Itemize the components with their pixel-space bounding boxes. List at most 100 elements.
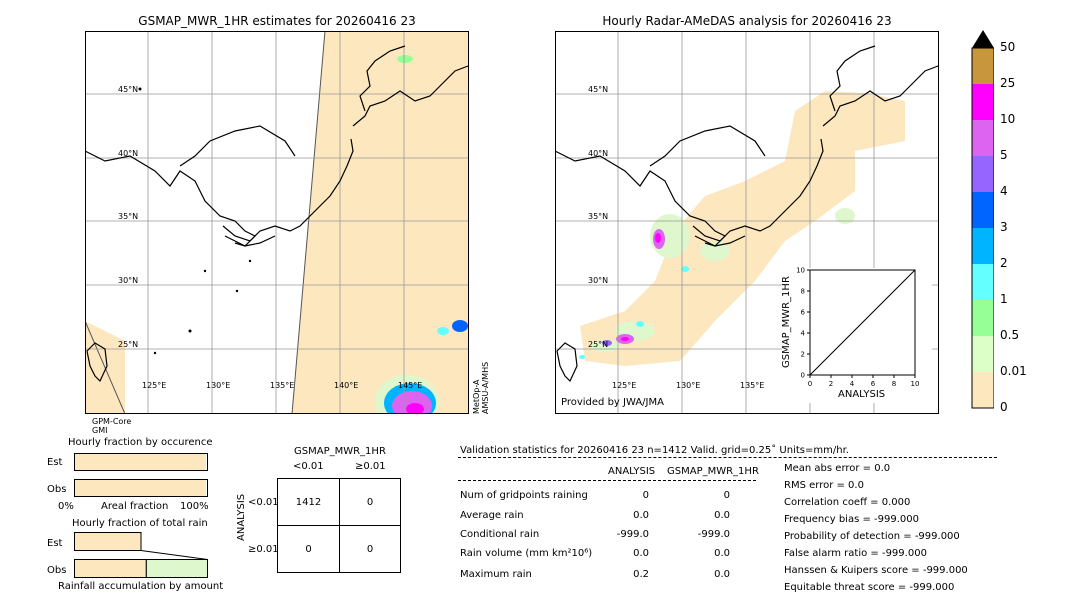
- sensor-bottom-label: GPM-Core GMI: [92, 417, 132, 435]
- lon-label: 130°E: [676, 381, 701, 390]
- stat-gsmap: 0.0: [714, 569, 730, 580]
- contingency-cell: 1412: [295, 497, 322, 508]
- colorbar-segment: [972, 156, 994, 192]
- contingency-row-axis: ANALYSIS: [236, 493, 247, 541]
- lat-label: 45°N: [118, 85, 139, 94]
- colorbar-label: 0.01: [1000, 364, 1027, 378]
- scatter-ytick-label: 0: [801, 372, 805, 380]
- colorbar-segment: [972, 192, 994, 228]
- lon-label: 125°E: [142, 381, 167, 390]
- occurrence-est-label: Est: [47, 457, 63, 468]
- colorbar-label: 10: [1000, 112, 1016, 126]
- contingency-title: GSMAP_MWR_1HR: [294, 446, 386, 457]
- lat-label: 35°N: [588, 212, 609, 221]
- contingency-cell: 0: [366, 497, 374, 508]
- scatter-xtick-label: 6: [871, 380, 876, 388]
- scatter-xlabel: ANALYSIS: [838, 389, 886, 400]
- credit-label: Provided by JWA/JMA: [561, 397, 664, 408]
- total-rain-chart: [74, 532, 208, 578]
- stat-label: Conditional rain: [460, 529, 540, 540]
- contingency-col-header: ≥0.01: [355, 461, 386, 472]
- colorbar-segment: [972, 48, 994, 84]
- stat-analysis: 0.0: [633, 510, 649, 521]
- scatter-ytick-label: 4: [801, 330, 806, 338]
- colorbar-segment: [972, 120, 994, 156]
- stat-gsmap: 0: [723, 490, 730, 501]
- contingency-col-header: <0.01: [293, 461, 324, 472]
- lat-label: 40°N: [118, 149, 139, 158]
- occurrence-est-bar: [74, 453, 208, 471]
- header-divider: [458, 457, 997, 458]
- total-rain-xlabel: Rainfall accumulation by amount: [58, 581, 224, 592]
- stat-label: Num of gridpoints raining: [460, 490, 588, 501]
- total-obs-remainder: [145, 559, 208, 578]
- right-map: [555, 31, 939, 414]
- lon-label: 135°E: [270, 381, 295, 390]
- colorbar-overflow-triangle: [972, 30, 994, 48]
- stat-analysis: 0.0: [633, 548, 649, 559]
- lon-label: 125°E: [612, 381, 637, 390]
- scatter-xtick-label: 0: [808, 380, 812, 388]
- scatter-xtick-label: 8: [892, 380, 896, 388]
- stat-label: Average rain: [460, 510, 524, 521]
- score-line: RMS error = 0.0: [784, 480, 864, 491]
- scatter-ylabel: GSMAP_MWR_1HR: [781, 276, 792, 368]
- contingency-row-header: <0.01: [248, 497, 279, 508]
- scatter-ytick-label: 6: [801, 309, 806, 317]
- stat-label: Maximum rain: [460, 569, 532, 580]
- satellite-swath: [292, 31, 468, 414]
- colorbar-label: 25: [1000, 76, 1016, 90]
- scatter-xtick-label: 2: [829, 380, 833, 388]
- occurrence-obs-bar: [74, 479, 208, 497]
- occurrence-obs-fill: [75, 480, 206, 496]
- score-line: False alarm ratio = -999.000: [784, 548, 927, 559]
- lat-label: 25°N: [118, 340, 139, 349]
- col-analysis-header: ANALYSIS: [608, 466, 656, 477]
- rain-blob-core: [406, 403, 424, 414]
- lat-label: 40°N: [588, 149, 609, 158]
- scatter-xtick-label: 4: [850, 380, 855, 388]
- contingency-row-header: ≥0.01: [248, 544, 279, 555]
- lat-label: 45°N: [588, 85, 609, 94]
- grid-divider-h: [278, 525, 400, 526]
- scatter-ytick-label: 10: [796, 267, 805, 275]
- colorbar-label: 4: [1000, 184, 1008, 198]
- total-link-line: [140, 550, 208, 560]
- colorbar-label: 3: [1000, 220, 1008, 234]
- colorbar: [971, 30, 994, 409]
- lon-label: 130°E: [206, 381, 231, 390]
- score-line: Hanssen & Kuipers score = -999.000: [784, 565, 968, 576]
- lon-label: 135°E: [740, 381, 765, 390]
- lat-label: 30°N: [118, 276, 139, 285]
- colorbar-segment: [972, 228, 994, 264]
- colorbar-label: 2: [1000, 256, 1008, 270]
- col-gsmap-header: GSMAP_MWR_1HR: [667, 466, 759, 477]
- occurrence-title: Hourly fraction by occurence: [68, 437, 213, 448]
- score-line: Mean abs error = 0.0: [784, 463, 891, 474]
- colorbar-label: 5: [1000, 148, 1008, 162]
- stat-label: Rain volume (mm km²10⁶): [460, 548, 593, 559]
- occurrence-xlabel: Areal fraction: [101, 501, 169, 512]
- stat-analysis: 0: [642, 490, 649, 501]
- colorbar-segment: [972, 84, 994, 120]
- total-est-bar: [74, 532, 142, 551]
- left-map-title: GSMAP_MWR_1HR estimates for 20260416 23: [138, 14, 416, 28]
- contingency-cell: 0: [305, 544, 312, 555]
- colorbar-segment: [972, 372, 994, 408]
- stat-analysis: 0.2: [633, 569, 649, 580]
- colorbar-label: 0: [1000, 400, 1008, 414]
- rain-blob-small-2: [437, 327, 449, 335]
- sensor-right-label: MetOp-A AMSU-A/MHS: [472, 361, 490, 414]
- total-rain-title: Hourly fraction of total rain: [72, 518, 208, 529]
- lat-label: 25°N: [588, 340, 609, 349]
- score-line: Equitable threat score = -999.000: [784, 582, 955, 593]
- stat-gsmap: 0.0: [714, 510, 730, 521]
- occurrence-tick-100: 100%: [180, 501, 209, 512]
- contingency-cell: 0: [366, 544, 374, 555]
- score-line: Probability of detection = -999.000: [784, 531, 960, 542]
- scatter-ytick-label: 8: [801, 288, 805, 296]
- total-est-label: Est: [47, 538, 63, 549]
- total-obs-label: Obs: [47, 565, 67, 576]
- lon-label: 140°E: [334, 381, 359, 390]
- rain-blob-small: [452, 320, 468, 332]
